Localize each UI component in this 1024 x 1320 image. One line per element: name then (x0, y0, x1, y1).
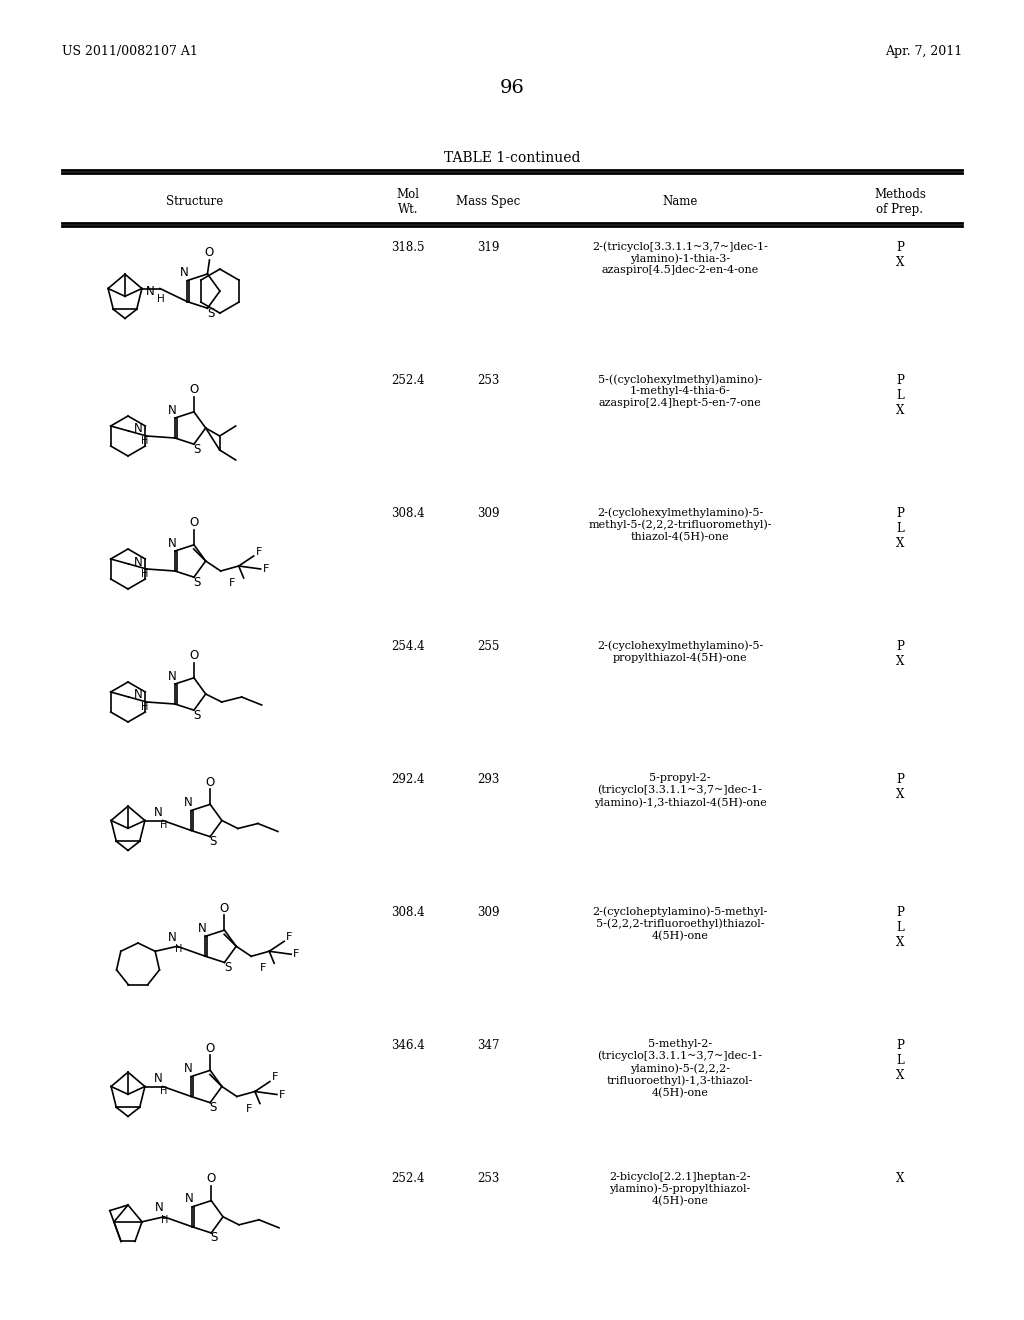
Text: 2-(cycloheptylamino)-5-methyl-
5-(2,2,2-trifluoroethyl)thiazol-
4(5H)-one: 2-(cycloheptylamino)-5-methyl- 5-(2,2,2-… (592, 906, 768, 941)
Text: P
X: P X (896, 774, 904, 801)
Text: P
L
X: P L X (896, 1039, 904, 1082)
Text: Methods
of Prep.: Methods of Prep. (874, 187, 926, 216)
Text: H: H (157, 293, 165, 304)
Text: F: F (279, 1089, 286, 1100)
Text: P
X: P X (896, 640, 904, 668)
Text: Name: Name (663, 195, 697, 209)
Text: 252.4: 252.4 (391, 374, 425, 387)
Text: 318.5: 318.5 (391, 242, 425, 253)
Text: H: H (141, 569, 148, 579)
Text: S: S (210, 836, 217, 849)
Text: S: S (194, 709, 201, 722)
Text: S: S (210, 1101, 217, 1114)
Text: F: F (246, 1104, 252, 1114)
Text: 308.4: 308.4 (391, 507, 425, 520)
Text: N: N (134, 422, 143, 436)
Text: N: N (134, 556, 143, 569)
Text: F: F (293, 949, 300, 960)
Text: 255: 255 (477, 640, 499, 653)
Text: N: N (168, 536, 176, 549)
Text: X: X (896, 1172, 904, 1185)
Text: O: O (206, 776, 215, 789)
Text: H: H (174, 944, 182, 954)
Text: 5-methyl-2-
(tricyclo[3.3.1.1~3,7~]dec-1-
ylamino)-5-(2,2,2-
trifluoroethyl)-1,3: 5-methyl-2- (tricyclo[3.3.1.1~3,7~]dec-1… (597, 1039, 763, 1098)
Text: P
L
X: P L X (896, 507, 904, 550)
Text: 346.4: 346.4 (391, 1039, 425, 1052)
Text: US 2011/0082107 A1: US 2011/0082107 A1 (62, 45, 198, 58)
Text: F: F (229, 578, 236, 587)
Text: N: N (154, 1072, 162, 1085)
Text: N: N (168, 404, 176, 417)
Text: O: O (206, 1041, 215, 1055)
Text: N: N (180, 267, 188, 279)
Text: H: H (160, 1085, 168, 1096)
Text: S: S (207, 306, 214, 319)
Text: S: S (194, 442, 201, 455)
Text: S: S (194, 576, 201, 589)
Text: N: N (146, 285, 155, 298)
Text: F: F (260, 964, 266, 973)
Text: N: N (168, 931, 176, 944)
Text: Mass Spec: Mass Spec (456, 195, 520, 209)
Text: 2-(cyclohexylmethylamino)-5-
propylthiazol-4(5H)-one: 2-(cyclohexylmethylamino)-5- propylthiaz… (597, 640, 763, 663)
Text: TABLE 1-continued: TABLE 1-continued (443, 150, 581, 165)
Text: N: N (168, 669, 176, 682)
Text: S: S (211, 1232, 218, 1245)
Text: N: N (183, 796, 193, 809)
Text: F: F (263, 564, 269, 574)
Text: H: H (160, 820, 168, 829)
Text: S: S (224, 961, 231, 974)
Text: F: F (272, 1072, 279, 1082)
Text: 253: 253 (477, 1172, 499, 1185)
Text: F: F (286, 932, 293, 942)
Text: N: N (198, 921, 207, 935)
Text: O: O (189, 383, 199, 396)
Text: 254.4: 254.4 (391, 640, 425, 653)
Text: H: H (141, 702, 148, 711)
Text: P
X: P X (896, 242, 904, 269)
Text: 253: 253 (477, 374, 499, 387)
Text: N: N (183, 1063, 193, 1074)
Text: 309: 309 (477, 906, 500, 919)
Text: 309: 309 (477, 507, 500, 520)
Text: 2-bicyclo[2.2.1]heptan-2-
ylamino)-5-propylthiazol-
4(5H)-one: 2-bicyclo[2.2.1]heptan-2- ylamino)-5-pro… (609, 1172, 751, 1206)
Text: Apr. 7, 2011: Apr. 7, 2011 (885, 45, 962, 58)
Text: N: N (155, 1201, 164, 1214)
Text: 347: 347 (477, 1039, 500, 1052)
Text: P
L
X: P L X (896, 906, 904, 949)
Text: 319: 319 (477, 242, 499, 253)
Text: 96: 96 (500, 79, 524, 96)
Text: 308.4: 308.4 (391, 906, 425, 919)
Text: O: O (205, 247, 214, 260)
Text: O: O (207, 1172, 216, 1185)
Text: H: H (141, 436, 148, 446)
Text: 252.4: 252.4 (391, 1172, 425, 1185)
Text: 292.4: 292.4 (391, 774, 425, 785)
Text: O: O (189, 649, 199, 663)
Text: 5-((cyclohexylmethyl)amino)-
1-methyl-4-thia-6-
azaspiro[2.4]hept-5-en-7-one: 5-((cyclohexylmethyl)amino)- 1-methyl-4-… (598, 374, 762, 408)
Text: N: N (185, 1192, 194, 1205)
Text: N: N (134, 689, 143, 701)
Text: F: F (256, 546, 262, 557)
Text: N: N (154, 807, 162, 818)
Text: 293: 293 (477, 774, 499, 785)
Text: P
L
X: P L X (896, 374, 904, 417)
Text: H: H (162, 1214, 169, 1225)
Text: 5-propyl-2-
(tricyclo[3.3.1.1~3,7~]dec-1-
ylamino)-1,3-thiazol-4(5H)-one: 5-propyl-2- (tricyclo[3.3.1.1~3,7~]dec-1… (594, 774, 766, 808)
Text: Mol
Wt.: Mol Wt. (396, 187, 420, 216)
Text: O: O (220, 902, 229, 915)
Text: Structure: Structure (166, 195, 223, 209)
Text: 2-(tricyclo[3.3.1.1~3,7~]dec-1-
ylamino)-1-thia-3-
azaspiro[4.5]dec-2-en-4-one: 2-(tricyclo[3.3.1.1~3,7~]dec-1- ylamino)… (592, 242, 768, 276)
Text: 2-(cyclohexylmethylamino)-5-
methyl-5-(2,2,2-trifluoromethyl)-
thiazol-4(5H)-one: 2-(cyclohexylmethylamino)-5- methyl-5-(2… (588, 507, 772, 541)
Text: O: O (189, 516, 199, 529)
